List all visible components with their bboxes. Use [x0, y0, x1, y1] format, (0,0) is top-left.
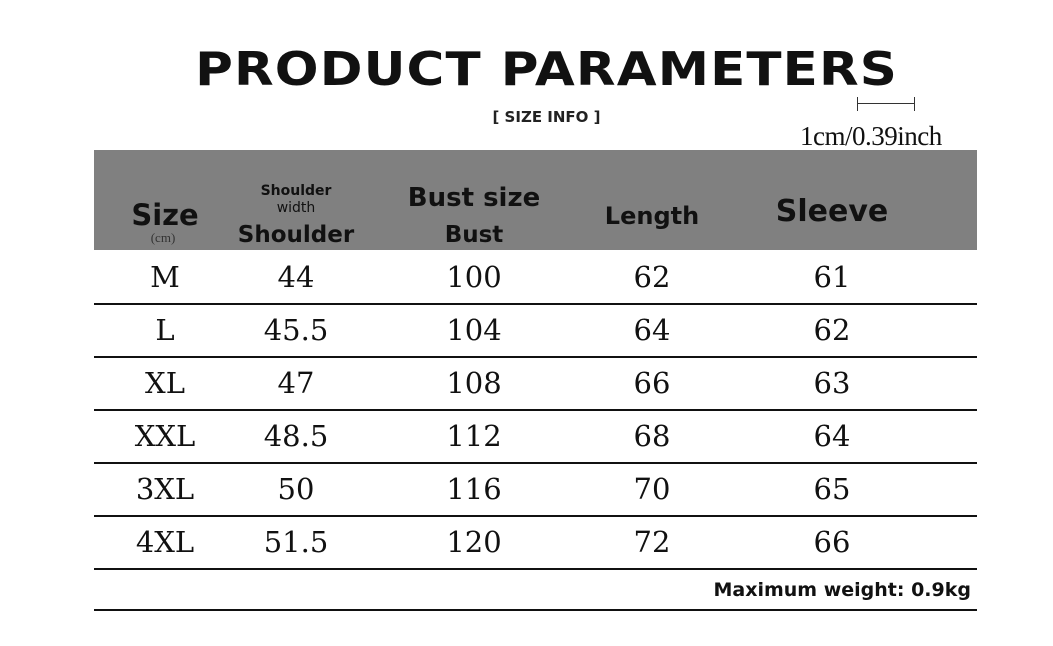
header-shoulder: Shoulder [237, 222, 355, 248]
header-sleeve: Sleeve [775, 194, 889, 229]
table-cell: 64 [813, 419, 851, 453]
table-cell: 48.5 [263, 419, 329, 453]
table-cell: 63 [813, 366, 851, 400]
table-cell: 100 [446, 260, 502, 294]
table-row: XL 47 108 66 63 [94, 356, 977, 411]
table-cell: 47 [277, 366, 315, 400]
table-cell: L [155, 313, 175, 347]
table-cell: 44 [277, 260, 315, 294]
table-row: M 44 100 62 61 [94, 250, 977, 305]
table-row: L 45.5 104 64 62 [94, 303, 977, 358]
table-footer: Maximum weight: 0.9kg [94, 569, 977, 611]
table-cell: 66 [813, 525, 851, 559]
table-cell: 120 [446, 525, 502, 559]
scale-bar-icon [857, 97, 915, 111]
table-row: 3XL 50 116 70 65 [94, 462, 977, 517]
table-cell: 70 [633, 472, 671, 506]
table-row: 4XL 51.5 120 72 66 [94, 515, 977, 570]
page-title: PRODUCT PARAMETERS [195, 42, 899, 96]
unit-note: 1cm/0.39inch [800, 121, 942, 151]
table-cell: 66 [633, 366, 671, 400]
table-cell: 112 [446, 419, 502, 453]
table-cell: XXL [134, 419, 196, 453]
table-cell: 50 [277, 472, 315, 506]
table-cell: 72 [633, 525, 671, 559]
table-cell: 45.5 [263, 313, 329, 347]
table-row: XXL 48.5 112 68 64 [94, 409, 977, 464]
header-size-unit: (cm) [150, 230, 176, 245]
header-bust: Bust [444, 222, 504, 248]
table-cell: 68 [633, 419, 671, 453]
table-cell: 116 [446, 472, 502, 506]
table-cell: 104 [446, 313, 502, 347]
table-cell: M [150, 260, 180, 294]
table-cell: 65 [813, 472, 851, 506]
table-cell: 62 [813, 313, 851, 347]
header-size: Size [131, 198, 199, 232]
header-bust-size: Bust size [407, 183, 541, 213]
table-cell: 62 [633, 260, 671, 294]
subtitle: [ SIZE INFO ] [492, 108, 601, 126]
table-cell: 64 [633, 313, 671, 347]
header-length: Length [604, 202, 700, 230]
table-cell: 51.5 [263, 525, 329, 559]
max-weight-note: Maximum weight: 0.9kg [713, 579, 971, 601]
table-cell: XL [145, 366, 185, 400]
header-shoulder-small: Shoulder [260, 183, 332, 199]
table-cell: 61 [813, 260, 851, 294]
table-header: Size (cm) Shoulder width Shoulder Bust s… [94, 150, 977, 250]
table-cell: 108 [446, 366, 502, 400]
header-shoulder-width: width [276, 200, 316, 216]
table-cell: 4XL [135, 525, 195, 559]
table-cell: 3XL [135, 472, 195, 506]
